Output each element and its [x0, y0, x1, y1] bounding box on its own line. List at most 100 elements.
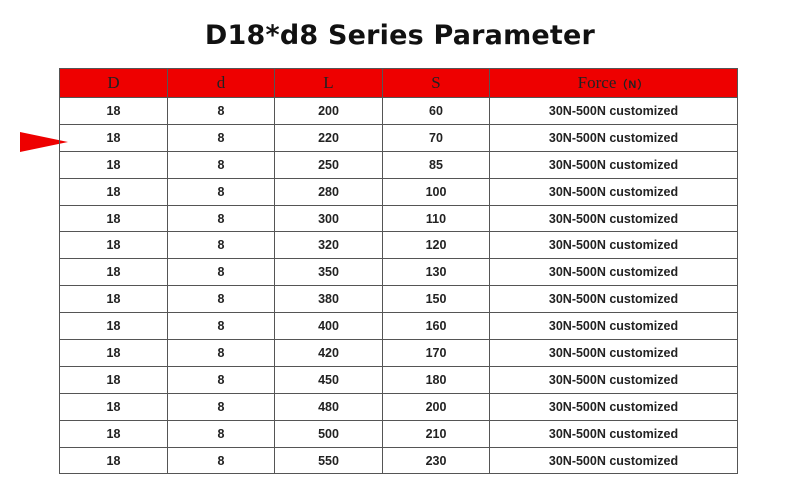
table-cell-L: 480	[274, 392, 383, 421]
column-header-L: L	[274, 68, 383, 98]
column-header-label: L	[323, 73, 334, 92]
table-cell-d: 8	[167, 258, 275, 287]
table-cell-L: 380	[274, 285, 383, 314]
table-row: 18 8 400 160 30N-500N customized	[59, 312, 738, 341]
table-cell-d: 8	[167, 204, 275, 233]
table-cell-L: 450	[274, 365, 383, 394]
table-cell-D: 18	[59, 339, 168, 367]
column-header-unit: （N）	[616, 79, 650, 91]
table-row: 18 8 220 70 30N-500N customized	[59, 123, 738, 152]
table-row: 18 8 300 110 30N-500N customized	[59, 204, 738, 233]
column-header-d: d	[167, 68, 275, 98]
table-row: 18 8 420 170 30N-500N customized	[59, 339, 738, 367]
table-cell-force: 30N-500N customized	[489, 150, 738, 179]
table-cell-L: 550	[274, 446, 383, 475]
table-cell-D: 18	[59, 392, 168, 421]
column-header-label: Force	[577, 73, 617, 92]
table-row: 18 8 320 120 30N-500N customized	[59, 231, 738, 260]
table-cell-force: 30N-500N customized	[489, 97, 738, 125]
table-cell-D: 18	[59, 419, 168, 448]
table-cell-force: 30N-500N customized	[489, 419, 738, 448]
table-cell-D: 18	[59, 204, 168, 233]
table-row: 18 8 250 85 30N-500N customized	[59, 150, 738, 179]
table-cell-force: 30N-500N customized	[489, 258, 738, 287]
table-cell-S: 150	[382, 285, 490, 314]
table-cell-S: 170	[382, 339, 490, 367]
table-cell-S: 230	[382, 446, 490, 475]
table-cell-S: 70	[382, 123, 490, 152]
table-cell-D: 18	[59, 446, 168, 475]
column-header-force: Force（N）	[489, 68, 738, 98]
table-cell-d: 8	[167, 285, 275, 314]
table-cell-S: 110	[382, 204, 490, 233]
table-cell-force: 30N-500N customized	[489, 446, 738, 475]
table-cell-force: 30N-500N customized	[489, 123, 738, 152]
table-cell-L: 500	[274, 419, 383, 448]
table-cell-D: 18	[59, 97, 168, 125]
table-cell-d: 8	[167, 150, 275, 179]
table-cell-d: 8	[167, 177, 275, 206]
table-cell-d: 8	[167, 365, 275, 394]
parameter-table: D d L S Force（N） 18 8 200 60 30N-500N custom…	[59, 68, 738, 475]
table-cell-force: 30N-500N customized	[489, 285, 738, 314]
pointer-arrow-icon	[20, 132, 68, 152]
table-cell-d: 8	[167, 123, 275, 152]
table-cell-force: 30N-500N customized	[489, 365, 738, 394]
table-cell-S: 160	[382, 312, 490, 341]
table-row: 18 8 200 60 30N-500N customized	[59, 97, 738, 125]
table-header-row: D d L S Force（N）	[59, 68, 738, 98]
table-cell-L: 400	[274, 312, 383, 341]
table-cell-force: 30N-500N customized	[489, 339, 738, 367]
table-body: 18 8 200 60 30N-500N customized 18 8 220 70 30N-5…	[59, 97, 738, 475]
table-cell-d: 8	[167, 446, 275, 475]
table-cell-force: 30N-500N customized	[489, 312, 738, 341]
table-cell-S: 210	[382, 419, 490, 448]
table-cell-D: 18	[59, 258, 168, 287]
table-row: 18 8 550 230 30N-500N customized	[59, 446, 738, 475]
table-row: 18 8 480 200 30N-500N customized	[59, 392, 738, 421]
table-row: 18 8 450 180 30N-500N customized	[59, 365, 738, 394]
table-cell-S: 85	[382, 150, 490, 179]
table-cell-S: 200	[382, 392, 490, 421]
table-cell-force: 30N-500N customized	[489, 177, 738, 206]
table-cell-D: 18	[59, 123, 168, 152]
table-row: 18 8 380 150 30N-500N customized	[59, 285, 738, 314]
page-title: D18*d8 Series Parameter	[204, 20, 596, 51]
table-cell-S: 100	[382, 177, 490, 206]
table-row: 18 8 500 210 30N-500N customized	[59, 419, 738, 448]
table-cell-D: 18	[59, 150, 168, 179]
table-cell-L: 250	[274, 150, 383, 179]
table-cell-D: 18	[59, 285, 168, 314]
table-cell-L: 220	[274, 123, 383, 152]
table-cell-S: 120	[382, 231, 490, 260]
table-cell-force: 30N-500N customized	[489, 204, 738, 233]
table-cell-S: 180	[382, 365, 490, 394]
table-cell-d: 8	[167, 339, 275, 367]
table-cell-d: 8	[167, 419, 275, 448]
table-cell-D: 18	[59, 177, 168, 206]
table-cell-D: 18	[59, 365, 168, 394]
table-cell-L: 300	[274, 204, 383, 233]
table-row: 18 8 350 130 30N-500N customized	[59, 258, 738, 287]
pointer-arrow-shape	[20, 132, 68, 152]
table-cell-S: 60	[382, 97, 490, 125]
table-cell-force: 30N-500N customized	[489, 392, 738, 421]
table-cell-L: 200	[274, 97, 383, 125]
column-header-label: D	[107, 73, 120, 92]
table-cell-D: 18	[59, 312, 168, 341]
table-cell-L: 420	[274, 339, 383, 367]
column-header-S: S	[382, 68, 490, 98]
table-cell-d: 8	[167, 97, 275, 125]
table-cell-L: 350	[274, 258, 383, 287]
column-header-label: d	[216, 73, 226, 92]
table-cell-L: 280	[274, 177, 383, 206]
table-cell-d: 8	[167, 312, 275, 341]
column-header-D: D	[59, 68, 168, 98]
table-cell-d: 8	[167, 231, 275, 260]
table-cell-force: 30N-500N customized	[489, 231, 738, 260]
column-header-label: S	[431, 73, 441, 92]
table-cell-D: 18	[59, 231, 168, 260]
table-cell-S: 130	[382, 258, 490, 287]
table-row: 18 8 280 100 30N-500N customized	[59, 177, 738, 206]
table-cell-d: 8	[167, 392, 275, 421]
